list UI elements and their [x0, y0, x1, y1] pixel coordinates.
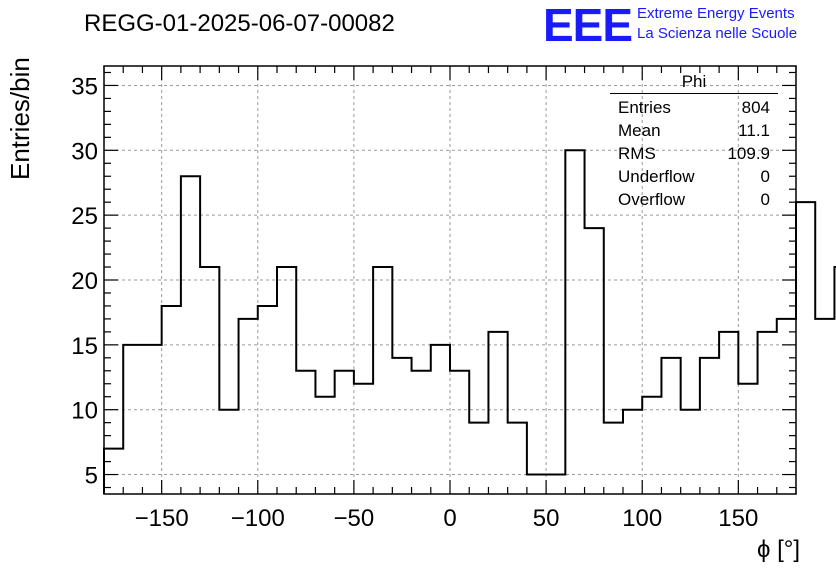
x-tick-label: 50 — [533, 505, 560, 532]
stats-value: 0 — [760, 190, 770, 209]
histogram-bin — [373, 267, 392, 494]
stats-value: 804 — [741, 98, 770, 117]
y-tick-label: 35 — [71, 73, 98, 100]
y-tick-label: 25 — [71, 203, 98, 230]
stats-value: 11.1 — [738, 121, 770, 140]
histogram-bin — [181, 176, 200, 494]
histogram-bin — [450, 371, 469, 494]
histogram-bin — [585, 228, 604, 494]
stats-label: Underflow — [618, 167, 695, 186]
histogram-bin — [200, 267, 219, 494]
stats-box: Phi Entries 804 Mean 11.1 RMS 109.9 Underflow 0… — [610, 72, 778, 211]
stats-label: RMS — [618, 144, 656, 163]
histogram-bin — [412, 371, 431, 494]
stats-value: 109.9 — [727, 144, 770, 163]
histogram-bin — [642, 397, 661, 494]
stats-row: Mean 11.1 — [610, 119, 778, 142]
histogram-bin — [123, 345, 142, 494]
histogram-bin — [758, 332, 777, 494]
histogram-bin — [796, 202, 815, 494]
histogram-bin — [335, 371, 354, 494]
x-tick-label: −100 — [231, 505, 285, 532]
histogram-bin — [392, 358, 411, 494]
y-tick-label: 5 — [85, 463, 98, 490]
histogram-bin — [162, 306, 181, 494]
stats-row: Overflow 0 — [610, 188, 778, 211]
histogram-bin — [142, 345, 161, 494]
histogram-bin — [719, 332, 738, 494]
histogram-outline — [103, 149, 836, 494]
eee-logo: EEE — [543, 0, 633, 51]
histogram-bin — [623, 410, 642, 494]
stats-row: RMS 109.9 — [610, 142, 778, 165]
y-tick-label: 30 — [71, 138, 98, 165]
x-tick-label: 100 — [622, 505, 662, 532]
x-tick-label: 0 — [443, 505, 456, 532]
histogram-bin — [738, 384, 757, 494]
x-tick-label: 150 — [718, 505, 758, 532]
histogram-bin — [508, 423, 527, 494]
histogram-bin — [604, 423, 623, 494]
stats-row: Entries 804 — [610, 96, 778, 119]
histogram-bin — [431, 345, 450, 494]
y-axis-ticks: 5 10 15 20 25 30 35 — [71, 71, 796, 490]
logo-line-1: Extreme Energy Events — [637, 5, 795, 22]
x-tick-label: −50 — [334, 505, 375, 532]
y-tick-label: 20 — [71, 268, 98, 295]
stats-label: Overflow — [618, 190, 686, 209]
histogram-bin — [565, 150, 584, 494]
histogram-bin — [488, 332, 507, 494]
stats-label: Mean — [618, 121, 661, 140]
stats-label: Entries — [618, 98, 671, 117]
histogram-bin — [546, 475, 565, 494]
histogram-bin — [239, 319, 258, 494]
histogram-bin — [296, 371, 315, 494]
histogram-bin — [700, 358, 719, 494]
histogram-series — [103, 149, 836, 494]
histogram-bin — [219, 410, 238, 494]
histogram-bin — [527, 475, 546, 494]
logo-line-2: La Scienza nelle Scuole — [637, 25, 798, 42]
y-tick-label: 15 — [71, 333, 98, 360]
y-axis-label: Entries/bin — [5, 57, 35, 180]
histogram-bin — [661, 358, 680, 494]
x-tick-label: −150 — [135, 505, 189, 532]
histogram-bin — [469, 423, 488, 494]
histogram-bin — [315, 397, 334, 494]
x-axis-label: ϕ [°] — [756, 536, 800, 563]
stats-title: Phi — [610, 72, 778, 94]
stats-value: 0 — [760, 167, 770, 186]
chart-title: REGG-01-2025-06-07-00082 — [84, 10, 395, 37]
histogram-bin — [815, 319, 834, 494]
histogram-bin — [277, 267, 296, 494]
histogram-bin — [681, 410, 700, 494]
histogram-bin — [258, 306, 277, 494]
histogram-bin — [354, 384, 373, 494]
x-axis-ticks: −150 −100 −50 0 50 100 150 — [103, 66, 797, 532]
y-tick-label: 10 — [71, 398, 98, 425]
stats-row: Underflow 0 — [610, 165, 778, 188]
